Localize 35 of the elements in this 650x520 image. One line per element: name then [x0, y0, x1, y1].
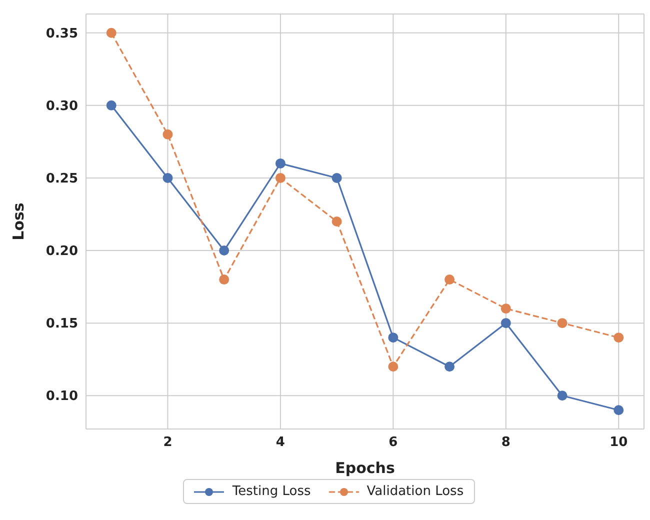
point	[219, 246, 230, 256]
point	[275, 172, 286, 183]
y-tick-label: 0.25	[46, 172, 78, 187]
point	[444, 362, 455, 372]
point	[106, 100, 116, 110]
point	[557, 390, 568, 401]
x-tick-label: 6	[388, 435, 398, 450]
x-tick-label: 10	[610, 435, 628, 450]
point	[219, 274, 230, 285]
y-tick-label: 0.10	[46, 389, 78, 404]
x-tick-label: 4	[276, 435, 285, 450]
point	[388, 332, 398, 343]
point	[500, 318, 511, 328]
x-tick-label: 8	[501, 435, 510, 450]
y-tick-label: 0.30	[46, 99, 78, 114]
point	[106, 28, 116, 38]
point	[557, 318, 568, 328]
point	[614, 332, 624, 343]
point	[444, 274, 455, 285]
y-tick-label: 0.20	[46, 244, 78, 260]
y-tick-label: 0.35	[46, 26, 78, 42]
y-axis-title: Loss	[9, 202, 28, 240]
point	[162, 172, 173, 183]
point	[500, 304, 511, 314]
point	[332, 216, 342, 226]
x-tick-label: 2	[163, 435, 172, 450]
legend-label: Testing Loss	[231, 484, 311, 499]
point	[275, 158, 286, 168]
point	[162, 129, 173, 140]
point	[388, 362, 398, 372]
legend-label: Validation Loss	[366, 484, 464, 499]
y-tick-label: 0.15	[46, 316, 78, 332]
x-axis-title: Epochs	[335, 459, 395, 477]
point	[614, 405, 624, 416]
point	[332, 172, 342, 183]
